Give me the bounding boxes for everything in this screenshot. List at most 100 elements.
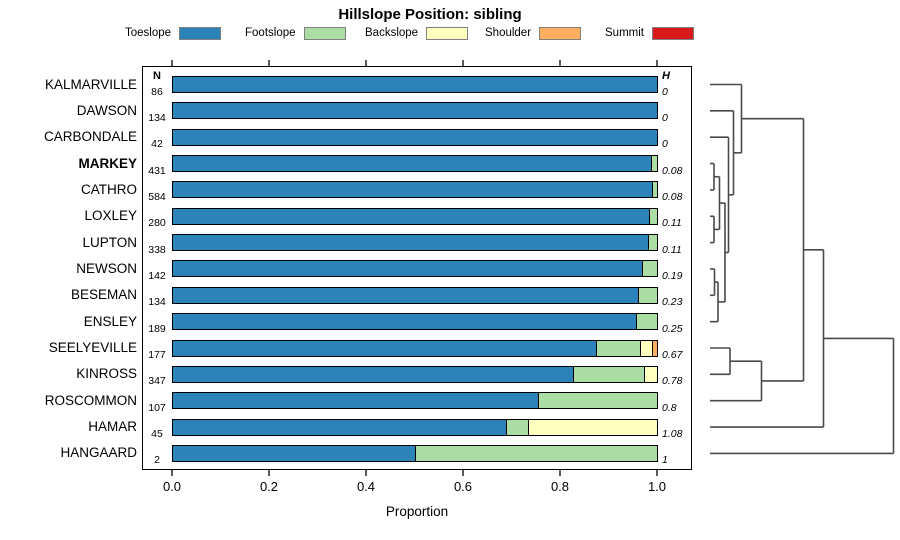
legend-item-shoulder: Shoulder [485, 26, 582, 40]
bar-beseman [172, 286, 658, 304]
bar-segment-footslope [572, 366, 644, 382]
legend-label: Footslope [245, 27, 296, 39]
bar-segment-toeslope [173, 340, 597, 356]
bar-seelyeville [172, 339, 658, 357]
h-value: 0.78 [662, 375, 683, 388]
row-label-hangaard: HANGAARD [60, 445, 137, 461]
bar-segment-toeslope [173, 182, 653, 198]
h-value: 0.25 [662, 322, 683, 335]
n-value: 86 [151, 85, 163, 98]
row-label-carbondale: CARBONDALE [43, 129, 137, 145]
bar-newson [172, 260, 658, 278]
n-value: 431 [148, 164, 166, 177]
bar-segment-toeslope [173, 77, 657, 92]
legend-swatch [179, 26, 222, 40]
h-value: 0.19 [662, 269, 683, 282]
n-value: 280 [148, 217, 166, 230]
n-value: 177 [148, 349, 166, 361]
row-label-hamar: HAMAR [88, 419, 137, 435]
row-label-beseman: BESEMAN [70, 287, 137, 303]
bar-hangaard [172, 444, 658, 462]
bar-segment-toeslope [173, 129, 657, 145]
legend-item-footslope: Footslope [245, 26, 346, 40]
x-tick-label: 0.6 [453, 479, 473, 494]
bar-carbondale [172, 128, 658, 146]
bar-segment-shoulder [652, 340, 657, 356]
bar-segment-toeslope [173, 393, 539, 409]
bar-lupton [172, 234, 658, 252]
n-value: 42 [151, 138, 163, 151]
n-column-header: N [153, 70, 161, 82]
bar-ensley [172, 313, 658, 331]
row-label-markey: MARKEY [78, 155, 137, 171]
bar-segment-footslope [415, 445, 657, 461]
legend-swatch [539, 26, 582, 40]
bar-segment-footslope [638, 287, 657, 303]
legend-item-toeslope: Toeslope [125, 26, 222, 40]
h-value: 0.23 [662, 296, 683, 309]
h-value: 0 [662, 85, 668, 98]
bar-markey [172, 155, 658, 173]
h-value: 0.8 [662, 401, 677, 414]
bar-roscommon [172, 392, 658, 410]
legend-swatch [303, 26, 346, 40]
n-value: 347 [148, 375, 166, 388]
bar-segment-toeslope [173, 314, 637, 330]
h-value: 0.08 [662, 164, 683, 177]
n-value: 134 [148, 111, 166, 124]
x-tick-label: 0.0 [162, 479, 182, 494]
bar-kinross [172, 365, 658, 383]
row-label-roscommon: ROSCOMMON [44, 392, 137, 408]
bar-segment-footslope [506, 419, 529, 435]
n-value: 45 [151, 428, 163, 441]
h-value: 0 [662, 111, 668, 124]
h-value: 0.11 [662, 243, 682, 256]
legend-label: Toeslope [125, 27, 172, 39]
h-column-header: H [662, 70, 670, 82]
bar-segment-footslope [652, 182, 657, 198]
row-label-ensley: ENSLEY [83, 313, 137, 329]
row-label-kalmarville: KALMARVILLE [44, 76, 137, 92]
bar-segment-toeslope [173, 103, 657, 119]
n-value: 134 [148, 296, 166, 309]
h-value: 1.08 [662, 428, 683, 441]
bar-loxley [172, 207, 658, 225]
x-tick-label: 0.4 [356, 479, 376, 494]
legend-label: Shoulder [485, 27, 532, 39]
x-tick-label: 0.8 [550, 479, 570, 494]
legend-item-backslope: Backslope [365, 26, 469, 40]
bar-hamar [172, 418, 658, 436]
bar-segment-toeslope [173, 261, 642, 277]
row-label-dawson: DAWSON [76, 102, 137, 118]
row-label-kinross: KINROSS [76, 366, 137, 382]
bar-segment-footslope [538, 393, 657, 409]
row-label-newson: NEWSON [76, 260, 137, 276]
legend-label: Summit [605, 27, 644, 39]
n-value: 142 [148, 269, 166, 282]
h-value: 1 [662, 454, 668, 467]
bar-segment-backslope [639, 340, 653, 356]
row-label-loxley: LOXLEY [84, 208, 137, 224]
n-value: 584 [148, 190, 166, 203]
n-value: 2 [154, 454, 160, 467]
h-value: 0 [662, 138, 668, 151]
bar-segment-footslope [596, 340, 640, 356]
x-axis-title: Proportion [385, 504, 449, 519]
row-label-cathro: CATHRO [81, 181, 137, 197]
bar-segment-backslope [528, 419, 657, 435]
bar-segment-footslope [647, 235, 657, 251]
legend-swatch [651, 26, 694, 40]
bar-segment-footslope [651, 156, 657, 172]
chart-title: Hillslope Position: sibling [338, 6, 522, 23]
bar-segment-backslope [643, 366, 657, 382]
legend-swatch [426, 26, 469, 40]
x-tick-label: 1.0 [647, 479, 667, 494]
x-tick-label: 0.2 [259, 479, 279, 494]
n-value: 107 [148, 401, 166, 414]
legend-label: Backslope [365, 27, 419, 39]
n-value: 189 [148, 322, 166, 335]
bar-segment-toeslope [173, 366, 573, 382]
bar-segment-toeslope [173, 419, 507, 435]
bar-cathro [172, 181, 658, 199]
